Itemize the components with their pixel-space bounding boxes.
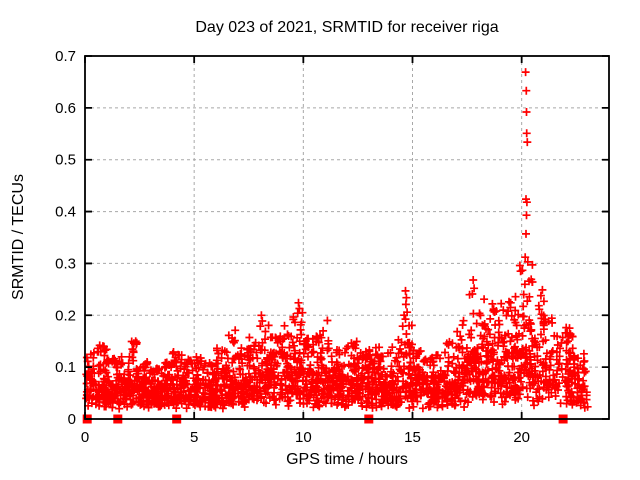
y-tick-label: 0.7 [55,48,76,65]
axis-ticks [84,55,609,420]
y-tick-label: 0.6 [55,100,76,117]
scatter-markers [82,68,592,413]
y-tick-label: 0 [68,411,76,428]
x-tick-label: 20 [513,429,530,446]
y-axis-title: SRMTID / TECUs [10,174,27,300]
x-tick-label: 10 [295,429,312,446]
x-axis-title: GPS time / hours [286,451,408,468]
y-tick-label: 0.5 [55,152,76,169]
x-tick-label: 15 [404,429,421,446]
y-tick-label: 0.4 [55,204,76,221]
chart-title: Day 023 of 2021, SRMTID for receiver rig… [195,19,499,36]
plot-border [84,55,610,420]
x-tick-label: 0 [81,429,89,446]
x-tick-label: 5 [190,429,198,446]
y-tick-label: 0.1 [55,359,76,376]
y-tick-label: 0.2 [55,307,76,324]
grid-lines [85,56,609,419]
y-tick-label: 0.3 [55,255,76,272]
